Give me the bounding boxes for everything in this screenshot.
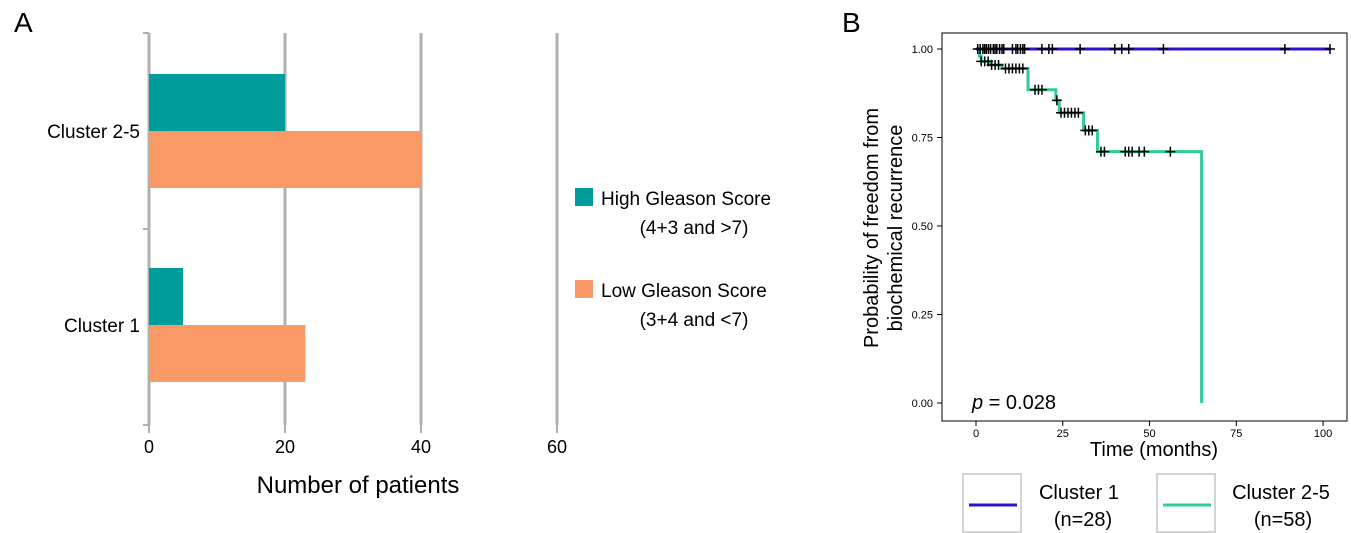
bar-low-cluster1 bbox=[149, 325, 306, 382]
km-censor-mark-cluster2-5 bbox=[1099, 146, 1110, 157]
km-y-tick-label: 0.25 bbox=[912, 310, 933, 322]
km-censor-mark-cluster1 bbox=[1325, 44, 1335, 54]
km-censor-mark-cluster1 bbox=[1047, 44, 1058, 54]
bar-x-tick-label: 20 bbox=[275, 437, 295, 457]
bar-bars bbox=[149, 74, 421, 382]
km-censor-mark-cluster1 bbox=[1075, 44, 1086, 54]
km-censor-mark-cluster1 bbox=[998, 44, 1009, 54]
km-censor-mark-cluster2-5 bbox=[1087, 125, 1098, 136]
km-p-symbol: p bbox=[971, 392, 983, 414]
km-plot-border bbox=[941, 32, 1348, 422]
bar-category-label: Cluster 2-5 bbox=[47, 122, 140, 143]
km-censor-mark-cluster1 bbox=[1019, 44, 1030, 54]
km-y-tick-label: 0.00 bbox=[912, 398, 933, 410]
km-legend-n-cluster1: (n=28) bbox=[1054, 509, 1112, 531]
legend-label-low: Low Gleason Score bbox=[601, 281, 767, 302]
km-curve-cluster2-5 bbox=[976, 47, 1204, 403]
km-x-tick-label: 25 bbox=[1057, 428, 1069, 440]
panel-a-label: A bbox=[14, 7, 33, 38]
km-legend-box-cluster25 bbox=[1156, 473, 1216, 533]
km-x-axis-label: Time (months) bbox=[1090, 439, 1218, 461]
km-legend: Cluster 1 (n=28) Cluster 2-5 (n=58) bbox=[962, 473, 1330, 533]
km-y-tick-label: 1.00 bbox=[912, 44, 933, 56]
km-y-tick-label: 0.50 bbox=[912, 221, 933, 233]
km-censor-mark-cluster1 bbox=[1158, 44, 1169, 54]
bar-category-label: Cluster 1 bbox=[64, 316, 140, 337]
km-censor-mark-cluster2-5 bbox=[993, 59, 1004, 70]
bar-x-tick-label: 0 bbox=[144, 437, 154, 457]
km-axes: 0 25 50 75 100 0.00 0.25 0.50 0.75 1.00 bbox=[912, 44, 1333, 440]
bar-x-axis-label: Number of patients bbox=[257, 472, 460, 499]
km-censor-mark-cluster2-5 bbox=[1073, 107, 1084, 118]
km-censor-mark-cluster2-5 bbox=[1051, 95, 1062, 106]
km-censor-marks bbox=[972, 44, 1335, 157]
bar-x-tick-labels: 0 20 40 60 bbox=[144, 437, 567, 457]
bar-high-cluster1 bbox=[149, 268, 183, 325]
km-legend-label-cluster25: Cluster 2-5 bbox=[1232, 482, 1330, 504]
bar-low-cluster2-5 bbox=[149, 131, 421, 188]
km-censor-mark-cluster2-5 bbox=[1165, 146, 1176, 157]
bar-x-tick-label: 40 bbox=[411, 437, 431, 457]
kaplan-meier-chart: 0 25 50 75 100 0.00 0.25 0.50 0.75 1.00 Time (mon… bbox=[861, 32, 1348, 461]
km-legend-box-cluster1 bbox=[962, 473, 1022, 533]
km-y-axis-label-line1: Probability of freedom from bbox=[861, 108, 883, 348]
km-legend-n-cluster25: (n=58) bbox=[1254, 509, 1312, 531]
legend-swatch-high bbox=[575, 188, 593, 206]
km-censor-mark-cluster2-5 bbox=[1036, 84, 1047, 95]
km-y-axis-label: Probability of freedom from biochemical … bbox=[861, 108, 907, 348]
bar-legend: High Gleason Score (4+3 and >7) Low Glea… bbox=[575, 188, 771, 331]
km-p-number: = 0.028 bbox=[983, 392, 1056, 414]
km-y-axis-label-line2: biochemical recurrence bbox=[885, 125, 907, 332]
km-censor-mark-cluster2-5 bbox=[1017, 63, 1028, 74]
km-x-tick-label: 50 bbox=[1143, 428, 1155, 440]
km-x-tick-label: 75 bbox=[1230, 428, 1242, 440]
km-legend-label-cluster1: Cluster 1 bbox=[1039, 482, 1119, 504]
km-censor-mark-cluster1 bbox=[1279, 44, 1290, 54]
km-y-tick-label: 0.75 bbox=[912, 133, 933, 145]
km-censor-mark-cluster1 bbox=[1123, 44, 1134, 54]
km-x-tick-label: 100 bbox=[1314, 428, 1332, 440]
km-p-value: p = 0.028 bbox=[971, 392, 1056, 414]
km-x-tick-label: 0 bbox=[973, 428, 979, 440]
km-censor-mark-cluster2-5 bbox=[1139, 146, 1150, 157]
legend-detail-low: (3+4 and <7) bbox=[640, 310, 749, 331]
legend-label-high: High Gleason Score bbox=[601, 189, 771, 210]
bar-category-labels: Cluster 2-5 Cluster 1 bbox=[47, 122, 140, 337]
km-curves bbox=[976, 47, 1330, 403]
bar-x-tick-label: 60 bbox=[547, 437, 567, 457]
bar-high-cluster2-5 bbox=[149, 74, 285, 131]
panel-b-label: B bbox=[842, 7, 861, 38]
gleason-bar-chart: Cluster 2-5 Cluster 1 0 20 40 60 Number of p… bbox=[47, 32, 567, 499]
legend-swatch-low bbox=[575, 280, 593, 298]
legend-detail-high: (4+3 and >7) bbox=[640, 218, 749, 239]
